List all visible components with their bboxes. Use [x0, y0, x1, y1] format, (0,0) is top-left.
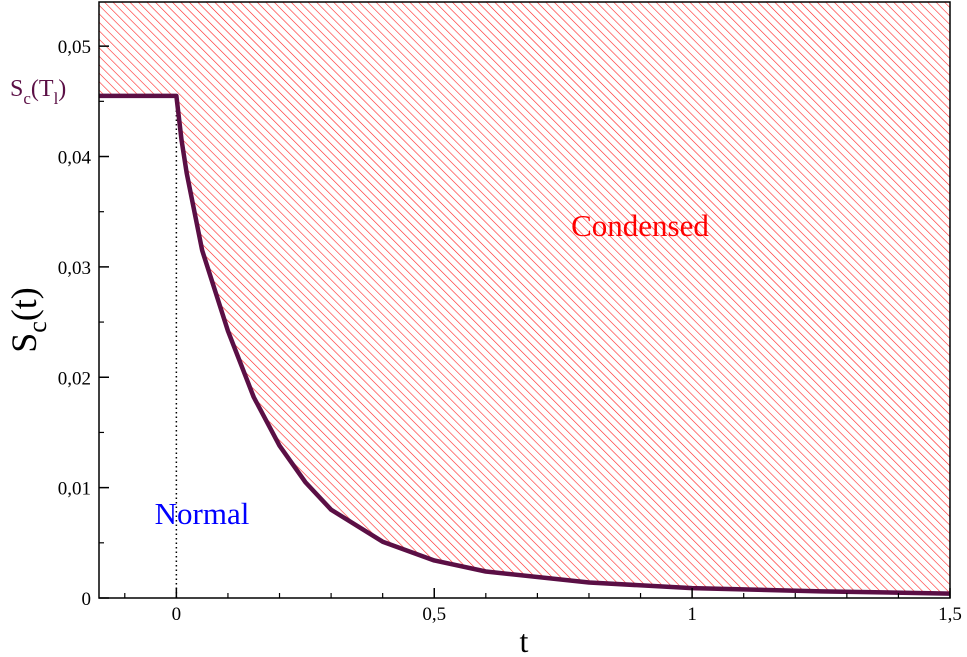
- normal-label: Normal: [155, 496, 250, 531]
- level-annotation: Sc(Tl): [10, 76, 66, 108]
- y-tick-label: 0,04: [58, 148, 92, 169]
- y-tick-label: 0,05: [58, 37, 91, 58]
- annotation-part: c: [23, 89, 31, 108]
- condensed-region: [99, 2, 950, 594]
- y-tick-label: 0,01: [58, 479, 91, 500]
- y-tick-label: 0,02: [58, 368, 91, 389]
- y-tick-label: 0: [82, 589, 92, 610]
- y-label-part: (t): [4, 287, 44, 321]
- annotation-part: (T: [31, 76, 54, 102]
- x-tick-label: 1: [687, 604, 697, 625]
- annotation-part: S: [10, 76, 23, 102]
- x-axis-label: t: [520, 623, 529, 657]
- annotation-part: l: [54, 89, 59, 108]
- condensed-label: Condensed: [571, 208, 709, 243]
- x-tick-label: 0,5: [422, 604, 446, 625]
- plot-frame: [98, 1, 951, 599]
- y-label-part: S: [4, 333, 44, 353]
- y-tick-label: 0,03: [58, 258, 91, 279]
- y-label-part: c: [23, 321, 52, 333]
- x-tick-label: 0: [172, 604, 182, 625]
- x-tick-label: 1,5: [938, 604, 962, 625]
- y-axis-label: Sc(t): [4, 287, 52, 353]
- annotation-part: ): [58, 76, 66, 102]
- curve: [99, 93, 951, 596]
